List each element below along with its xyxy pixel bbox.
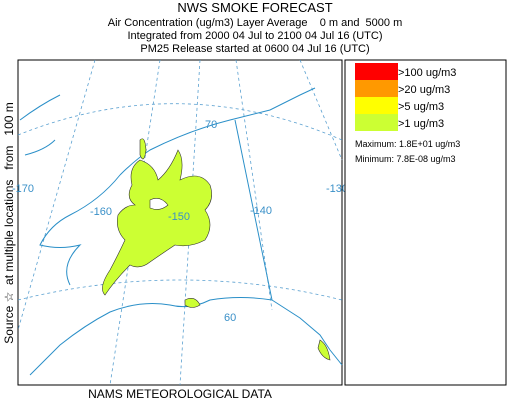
legend-label: >100 ug/m3	[398, 67, 456, 79]
legend-swatch	[355, 63, 398, 80]
side-label: Source ☆ at multiple locations from 100 …	[2, 102, 16, 344]
grid-label: -150	[168, 211, 190, 223]
legend-label: >20 ug/m3	[398, 84, 450, 96]
legend-maximum: Maximum: 1.8E+01 ug/m3	[355, 139, 460, 149]
graticule	[299, 59, 343, 161]
legend-label: >1 ug/m3	[398, 118, 444, 130]
legend-minimum: Minimum: 7.8E-08 ug/m3	[355, 154, 456, 164]
graticule	[17, 59, 96, 331]
legend-swatch	[355, 114, 398, 131]
plume-area	[317, 339, 331, 361]
footer: NAMS METEOROLOGICAL DATA	[88, 387, 272, 401]
plume-area	[102, 149, 212, 296]
grid-label: -140	[250, 205, 272, 217]
plume-hole	[149, 198, 169, 210]
subtitle: Air Concentration (ug/m3) Layer Average …	[108, 17, 403, 29]
legend-swatch	[355, 97, 398, 114]
map: 70 -170 -160 -150 -140 -130 60	[12, 59, 348, 386]
grid-label: 70	[205, 119, 217, 131]
plume-area	[139, 138, 147, 160]
coastline	[19, 94, 61, 156]
legend: >100 ug/m3 >20 ug/m3 >5 ug/m3 >1 ug/m3 Maxim…	[344, 59, 507, 386]
title: NWS SMOKE FORECAST	[177, 0, 332, 15]
grid-label: -130	[326, 183, 348, 195]
subtitle: PM25 Release started at 0600 04 Jul 16 (…	[140, 43, 369, 55]
legend-label: >5 ug/m3	[398, 101, 444, 113]
grid-label: -170	[12, 183, 34, 195]
grid-label: 60	[224, 312, 236, 324]
smoke-plume	[102, 138, 331, 361]
subtitle: Integrated from 2000 04 Jul to 2100 04 J…	[128, 30, 383, 42]
graticule	[17, 279, 343, 301]
grid-label: -160	[90, 206, 112, 218]
coastline	[29, 87, 343, 376]
legend-swatch	[355, 80, 398, 97]
plume-area	[184, 298, 201, 308]
